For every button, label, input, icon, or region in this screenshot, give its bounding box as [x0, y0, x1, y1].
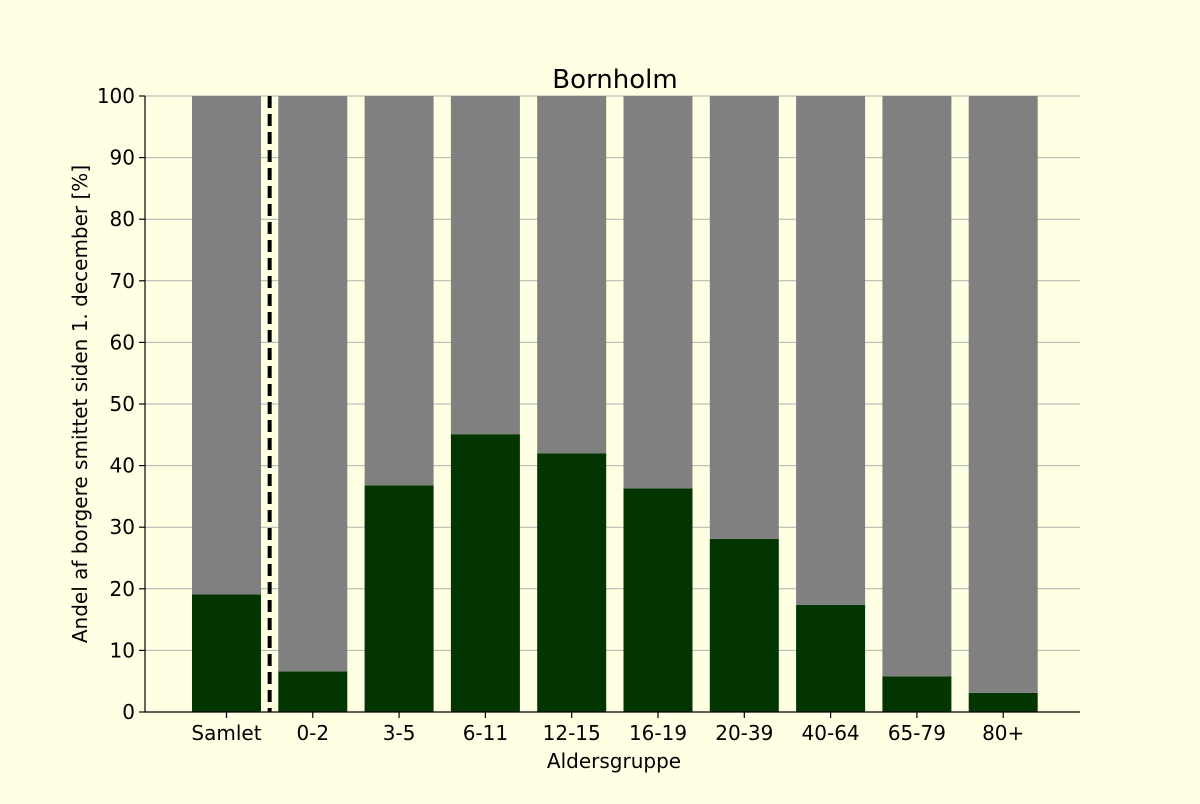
bar-remaining — [968, 96, 1038, 693]
y-tick-label: 100 — [97, 84, 135, 108]
y-tick-label: 60 — [110, 330, 135, 354]
bar-infected — [192, 594, 261, 712]
bars — [192, 96, 1038, 712]
y-tick-label: 40 — [110, 454, 135, 478]
bar-remaining — [364, 96, 434, 486]
x-tick-label: 16-19 — [629, 721, 687, 745]
x-axis-label: Aldersgruppe — [547, 749, 681, 773]
bar-infected — [537, 453, 607, 712]
x-axis-ticks: Samlet 0-2 3-5 6-11 12-15 16-19 20-39 40-64 65-7… — [191, 712, 1024, 745]
x-tick-label: 12-15 — [543, 721, 601, 745]
bar-infected — [278, 671, 348, 712]
bar-remaining — [709, 96, 779, 539]
y-tick-label: 0 — [122, 700, 135, 724]
bar-remaining — [537, 96, 607, 454]
y-tick-label: 20 — [110, 577, 135, 601]
y-axis-label: Andel af borgere smittet siden 1. decemb… — [68, 165, 92, 643]
y-tick-label: 80 — [110, 207, 135, 231]
bar-remaining — [278, 96, 348, 672]
bar-infected — [364, 485, 434, 712]
y-tick-label: 10 — [110, 638, 135, 662]
y-tick-label: 50 — [110, 392, 135, 416]
y-tick-label: 90 — [110, 146, 135, 170]
bar-remaining — [623, 96, 693, 489]
x-tick-label: 0-2 — [296, 721, 329, 745]
x-tick-label: 6-11 — [463, 721, 508, 745]
y-tick-label: 30 — [110, 515, 135, 539]
x-tick-label: 65-79 — [888, 721, 946, 745]
bar-infected — [450, 434, 520, 712]
x-tick-label: 3-5 — [383, 721, 416, 745]
bar-remaining — [882, 96, 952, 677]
bar-infected — [796, 604, 866, 712]
y-tick-label: 70 — [110, 269, 135, 293]
x-tick-label: 80+ — [982, 721, 1024, 745]
bar-remaining — [450, 96, 520, 435]
x-tick-label: 20-39 — [715, 721, 773, 745]
chart-title: Bornholm — [552, 65, 677, 95]
bar-remaining — [192, 96, 261, 595]
bar-infected — [968, 692, 1038, 712]
bar-infected — [882, 676, 952, 712]
y-axis-ticks: 0 10 20 30 40 50 60 70 80 90 100 — [97, 84, 145, 724]
bar-infected — [709, 538, 779, 712]
bar-remaining — [796, 96, 866, 605]
x-tick-label: 40-64 — [802, 721, 860, 745]
bar-infected — [623, 488, 693, 712]
x-tick-label: Samlet — [191, 721, 261, 745]
